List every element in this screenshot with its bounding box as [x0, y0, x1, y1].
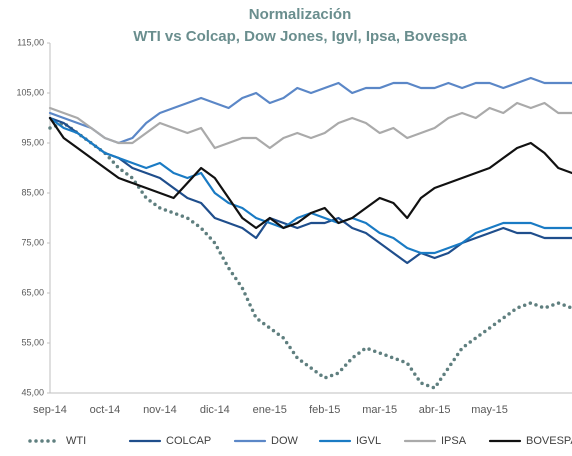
- x-tick-label: mar-15: [362, 404, 397, 416]
- x-tick-label: abr-15: [419, 404, 451, 416]
- y-tick-label: 65,00: [21, 287, 44, 297]
- x-tick-label: nov-14: [143, 404, 177, 416]
- legend-label: DOW: [271, 435, 299, 447]
- y-tick-label: 115,00: [17, 37, 44, 47]
- chart-title: Normalización: [249, 6, 352, 23]
- legend-label: IGVL: [356, 435, 381, 447]
- x-tick-label: dic-14: [200, 404, 230, 416]
- series-line: [48, 116, 572, 265]
- series-line: [48, 101, 572, 150]
- legend-label: BOVESPA: [526, 435, 572, 447]
- x-tick-label: oct-14: [90, 404, 121, 416]
- legend-label: WTI: [66, 435, 86, 447]
- series-line: [48, 121, 572, 390]
- legend-label: COLCAP: [166, 435, 211, 447]
- y-tick-label: 105,00: [16, 87, 44, 97]
- y-tick-label: 55,00: [21, 337, 44, 347]
- chart-subtitle: WTI vs Colcap, Dow Jones, Igvl, Ipsa, Bo…: [133, 28, 467, 45]
- x-tick-label: ene-15: [253, 404, 287, 416]
- y-tick-label: 75,00: [21, 237, 44, 247]
- y-tick-label: 95,00: [21, 137, 44, 147]
- y-tick-label: 45,00: [21, 387, 44, 397]
- x-tick-label: feb-15: [309, 404, 340, 416]
- x-tick-label: may-15: [471, 404, 508, 416]
- legend-label: IPSA: [441, 435, 467, 447]
- x-tick-label: sep-14: [33, 404, 67, 416]
- series-line: [48, 116, 572, 230]
- y-tick-label: 85,00: [21, 187, 44, 197]
- series-line: [48, 76, 572, 145]
